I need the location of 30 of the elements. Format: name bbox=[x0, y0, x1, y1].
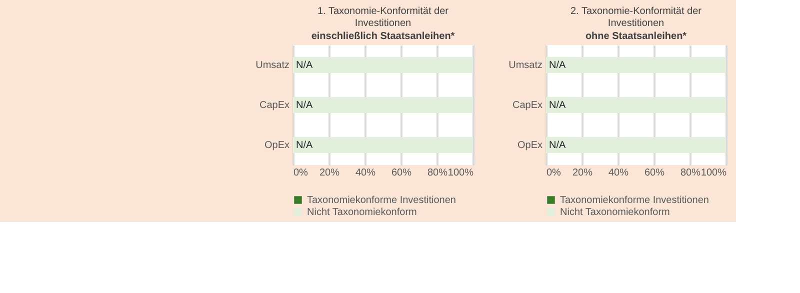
x-tick-label: 60% bbox=[391, 168, 412, 178]
y-tick-label: Umsatz bbox=[256, 60, 290, 71]
y-tick-label: CapEx bbox=[512, 100, 542, 111]
x-tick-label: 100% bbox=[700, 168, 727, 178]
legend-label: Taxonomiekonforme Investitionen bbox=[307, 195, 456, 206]
x-tick-label: 40% bbox=[608, 168, 629, 178]
y-tick-label: OpEx bbox=[517, 140, 542, 151]
annotation: N/A bbox=[549, 140, 566, 151]
x-tick-label: 80% bbox=[680, 168, 701, 178]
x-tick-label: 20% bbox=[319, 168, 340, 178]
y-tick-label: CapEx bbox=[259, 100, 290, 111]
legend-label: Taxonomiekonforme Investitionen bbox=[560, 195, 709, 206]
x-tick-label: 60% bbox=[644, 168, 665, 178]
y-tick-label: OpEx bbox=[264, 140, 290, 151]
chart-subtitle: einschließlich Staatsanleihen* bbox=[311, 31, 455, 42]
chart-subtitle: ohne Staatsanleihen* bbox=[585, 31, 687, 42]
annotation: N/A bbox=[549, 60, 566, 71]
legend-label: Nicht Taxonomiekonform bbox=[307, 207, 417, 218]
x-tick-label: 20% bbox=[572, 168, 593, 178]
x-tick-label: 40% bbox=[355, 168, 376, 178]
x-tick-label: 100% bbox=[448, 168, 474, 178]
legend-label: Nicht Taxonomiekonform bbox=[560, 207, 670, 218]
annotation: N/A bbox=[549, 100, 566, 111]
annotation: N/A bbox=[296, 60, 313, 71]
y-tick-label: Umsatz bbox=[508, 60, 542, 71]
x-tick-label: 0% bbox=[294, 168, 308, 178]
x-tick-label: 80% bbox=[427, 168, 448, 178]
annotation: N/A bbox=[296, 100, 313, 111]
x-tick-label: 0% bbox=[546, 168, 562, 178]
annotation: N/A bbox=[296, 140, 313, 151]
